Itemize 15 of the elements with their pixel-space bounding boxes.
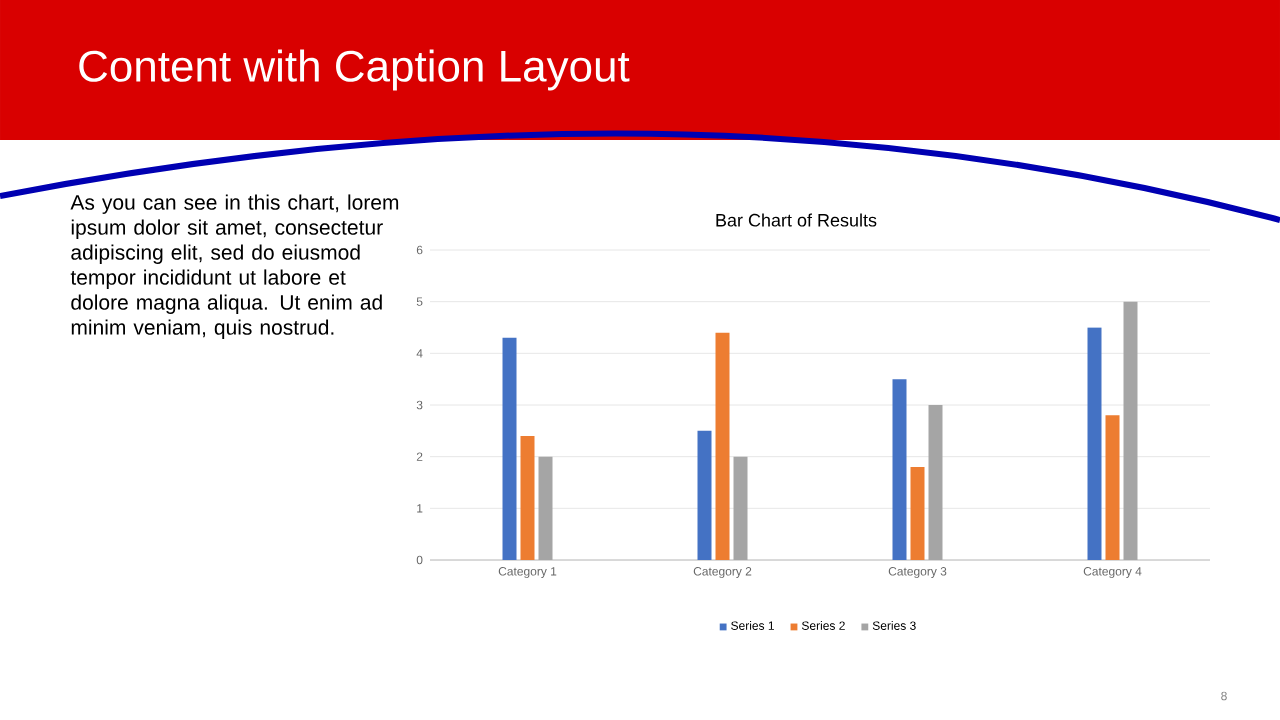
bar <box>733 456 748 561</box>
chart-subtitle: Bar Chart of Results <box>716 213 877 227</box>
bar <box>538 456 553 561</box>
bar <box>892 379 907 561</box>
bar <box>520 436 535 561</box>
bar <box>697 430 712 561</box>
bar <box>1105 415 1120 561</box>
bar <box>1123 301 1138 561</box>
bar <box>715 332 730 561</box>
bar <box>910 467 925 561</box>
bar <box>1087 327 1102 561</box>
text: As you can see in this chart, lorem ipsum dolor sit amet, consectetur adipiscing elit, sed do eiusmod tempor incididunt ut labore et dolore magna aliqua. Ut enim ad minim veniam, quis nostrud. <box>70 194 399 339</box>
chart-title: Content with Caption Layout <box>79 49 630 91</box>
bar <box>502 337 517 561</box>
bar <box>928 405 943 561</box>
